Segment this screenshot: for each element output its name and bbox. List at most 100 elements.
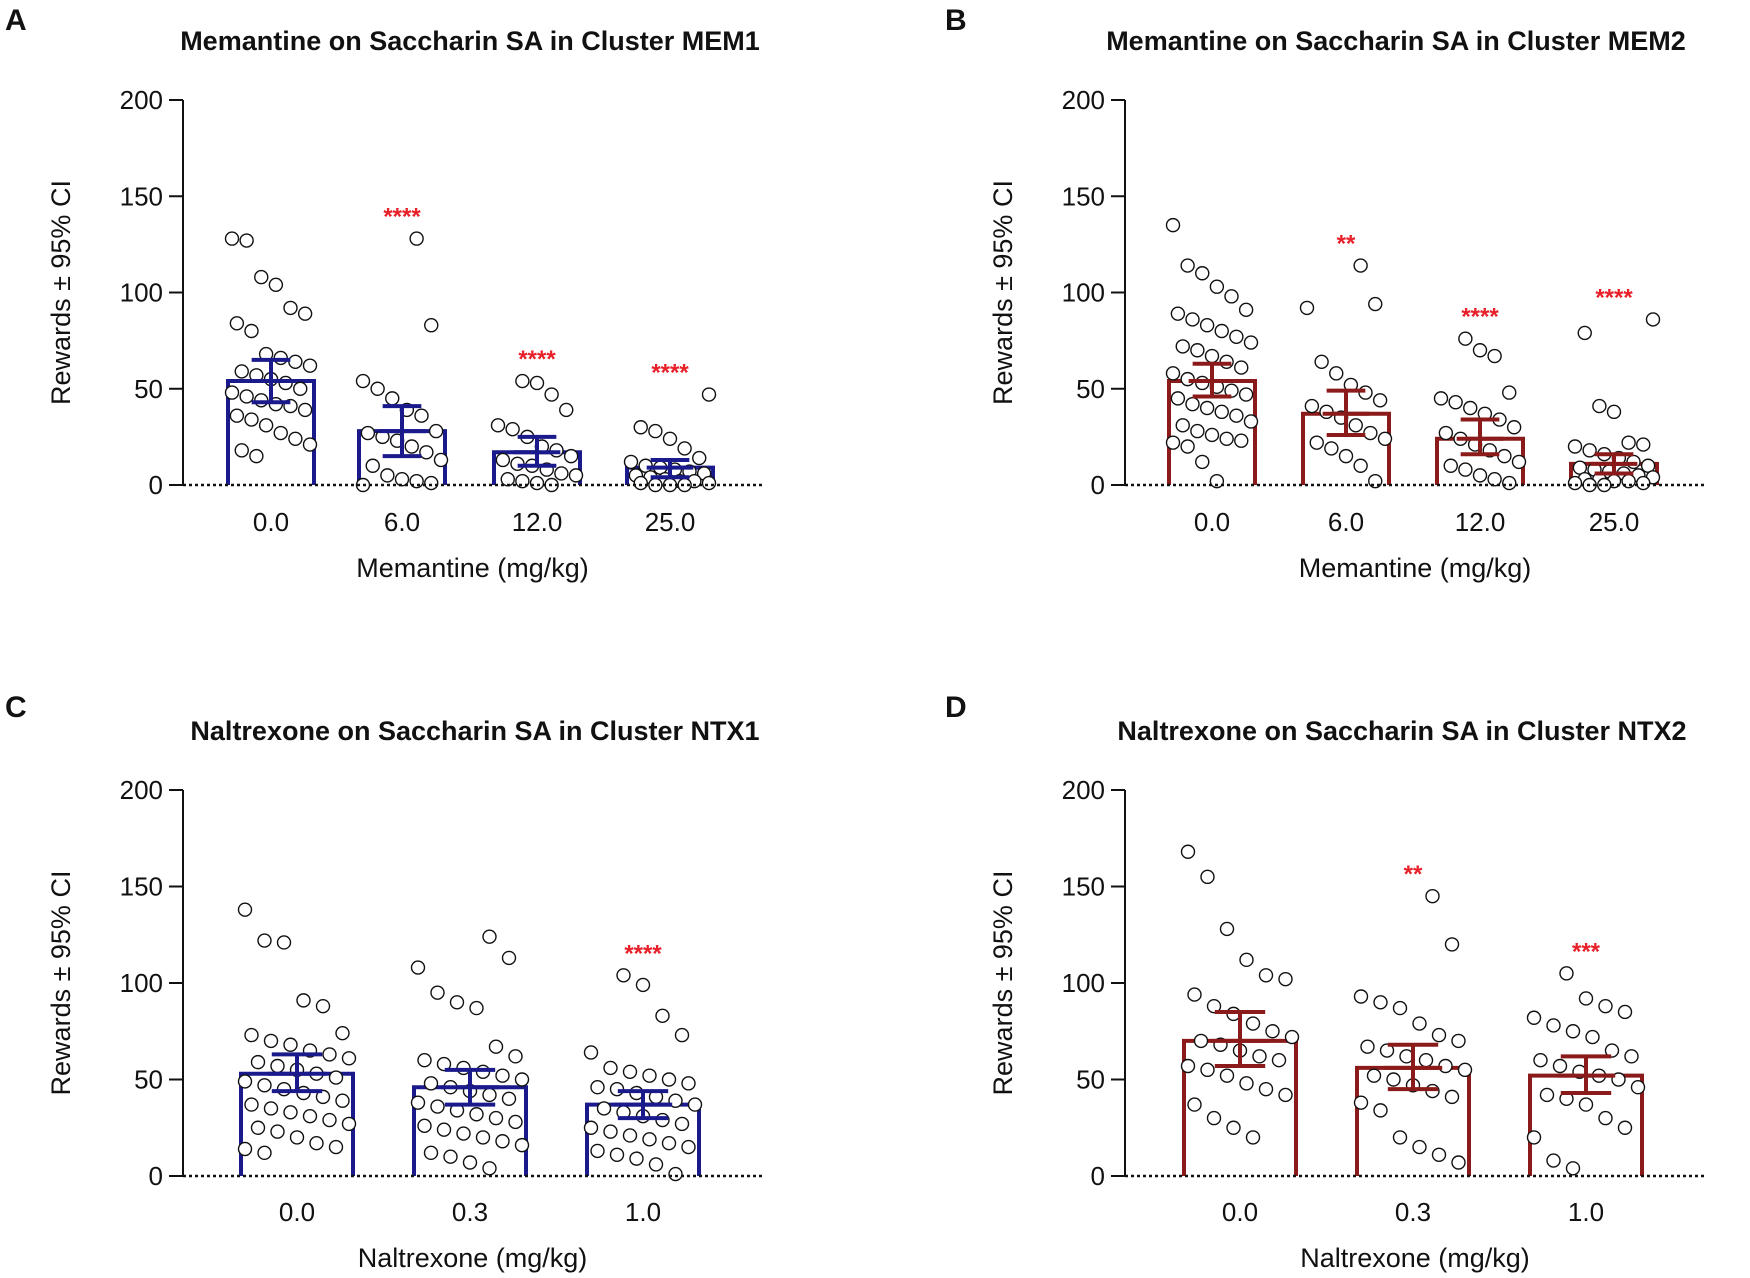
data-point bbox=[1204, 427, 1220, 443]
data-point bbox=[244, 323, 259, 339]
data-point bbox=[648, 1157, 664, 1172]
significance-label: *** bbox=[1572, 938, 1601, 965]
data-point bbox=[288, 354, 303, 369]
data-point bbox=[273, 425, 288, 441]
data-point bbox=[258, 418, 274, 433]
data-point bbox=[1209, 279, 1225, 294]
data-point bbox=[1617, 1120, 1633, 1135]
panel-d: D Naltrexone on Saccharin SA in Cluster N… bbox=[945, 691, 1705, 1273]
data-point bbox=[1412, 1139, 1427, 1155]
data-point bbox=[1502, 385, 1517, 400]
data-point bbox=[1238, 302, 1254, 318]
data-point bbox=[1425, 888, 1440, 904]
data-point bbox=[635, 977, 651, 993]
data-point bbox=[1578, 991, 1594, 1006]
data-point bbox=[563, 448, 579, 464]
data-point bbox=[1199, 318, 1215, 333]
data-point bbox=[1200, 869, 1215, 885]
chart-title: Memantine on Saccharin SA in Cluster MEM… bbox=[180, 26, 760, 56]
data-point bbox=[1604, 1043, 1620, 1058]
data-point bbox=[424, 318, 439, 333]
data-point bbox=[430, 1099, 445, 1114]
x-tick-label: 1.0 bbox=[625, 1197, 661, 1227]
data-points bbox=[410, 929, 530, 1176]
data-point bbox=[1243, 414, 1259, 429]
data-point bbox=[1187, 987, 1202, 1002]
data-point bbox=[648, 423, 663, 439]
data-point bbox=[1187, 1097, 1202, 1112]
data-point bbox=[254, 269, 269, 285]
data-point bbox=[701, 475, 717, 491]
data-point bbox=[237, 902, 253, 917]
data-point bbox=[1624, 1049, 1639, 1064]
data-point bbox=[1219, 431, 1234, 446]
y-tick-label: 0 bbox=[1091, 1161, 1105, 1191]
data-point bbox=[674, 1116, 690, 1132]
data-point bbox=[365, 458, 380, 473]
data-point bbox=[380, 468, 395, 483]
data-point bbox=[1438, 425, 1454, 441]
data-point bbox=[501, 1091, 517, 1107]
data-point bbox=[1546, 1153, 1561, 1168]
data-point bbox=[1309, 435, 1324, 450]
data-point bbox=[677, 441, 692, 456]
y-tick-label: 50 bbox=[1076, 374, 1105, 404]
data-point bbox=[692, 450, 707, 466]
data-point bbox=[1200, 1062, 1215, 1078]
data-point bbox=[433, 452, 449, 468]
data-point bbox=[239, 389, 254, 404]
data-point bbox=[1472, 468, 1488, 483]
data-point bbox=[1238, 387, 1254, 402]
x-tick-label: 12.0 bbox=[512, 507, 563, 537]
data-point bbox=[1366, 1068, 1382, 1083]
y-tick-label: 0 bbox=[149, 1161, 163, 1191]
data-point bbox=[1180, 439, 1195, 454]
data-point bbox=[257, 1078, 272, 1093]
data-point bbox=[1372, 393, 1388, 408]
data-point bbox=[250, 1120, 266, 1135]
data-point bbox=[1304, 398, 1320, 414]
x-tick-label: 0.0 bbox=[1222, 1197, 1258, 1227]
data-point bbox=[590, 1143, 605, 1159]
data-point bbox=[229, 316, 245, 331]
x-tick-label: 1.0 bbox=[1568, 1197, 1604, 1227]
data-point bbox=[1252, 1049, 1267, 1064]
y-tick-label: 100 bbox=[1062, 968, 1105, 998]
data-point bbox=[1224, 289, 1239, 304]
data-point bbox=[1582, 443, 1597, 458]
data-point bbox=[495, 1068, 510, 1083]
data-point bbox=[1229, 408, 1244, 423]
data-point bbox=[302, 1108, 318, 1124]
data-point bbox=[1451, 1033, 1466, 1049]
y-tick-label: 150 bbox=[1062, 872, 1105, 902]
y-tick-label: 100 bbox=[1062, 278, 1105, 308]
x-tick-label: 6.0 bbox=[1328, 507, 1364, 537]
data-point bbox=[1578, 1097, 1594, 1112]
data-point bbox=[309, 1135, 324, 1151]
data-point bbox=[1206, 1110, 1222, 1126]
data-point bbox=[360, 425, 376, 441]
y-tick-label: 0 bbox=[1091, 470, 1105, 500]
x-axis-label: Memantine (mg/kg) bbox=[356, 553, 589, 583]
data-point bbox=[410, 960, 426, 975]
data-points bbox=[355, 231, 449, 493]
data-point bbox=[1284, 1029, 1300, 1045]
data-point bbox=[603, 1124, 618, 1139]
data-point bbox=[289, 1130, 305, 1145]
data-point bbox=[514, 1072, 530, 1087]
data-point bbox=[1175, 339, 1190, 354]
data-point bbox=[1539, 1087, 1555, 1103]
data-point bbox=[642, 1132, 657, 1147]
data-point bbox=[1526, 1130, 1542, 1145]
data-point bbox=[229, 408, 245, 423]
y-axis-label: Rewards ± 95% CI bbox=[988, 180, 1018, 405]
data-point bbox=[436, 1122, 452, 1137]
data-point bbox=[462, 1155, 478, 1170]
data-point bbox=[1239, 1076, 1254, 1091]
data-point bbox=[257, 1145, 272, 1161]
data-point bbox=[237, 1141, 253, 1157]
data-point bbox=[409, 231, 424, 246]
data-point bbox=[1195, 454, 1210, 470]
data-point bbox=[508, 1114, 523, 1130]
data-point bbox=[1245, 1130, 1261, 1145]
